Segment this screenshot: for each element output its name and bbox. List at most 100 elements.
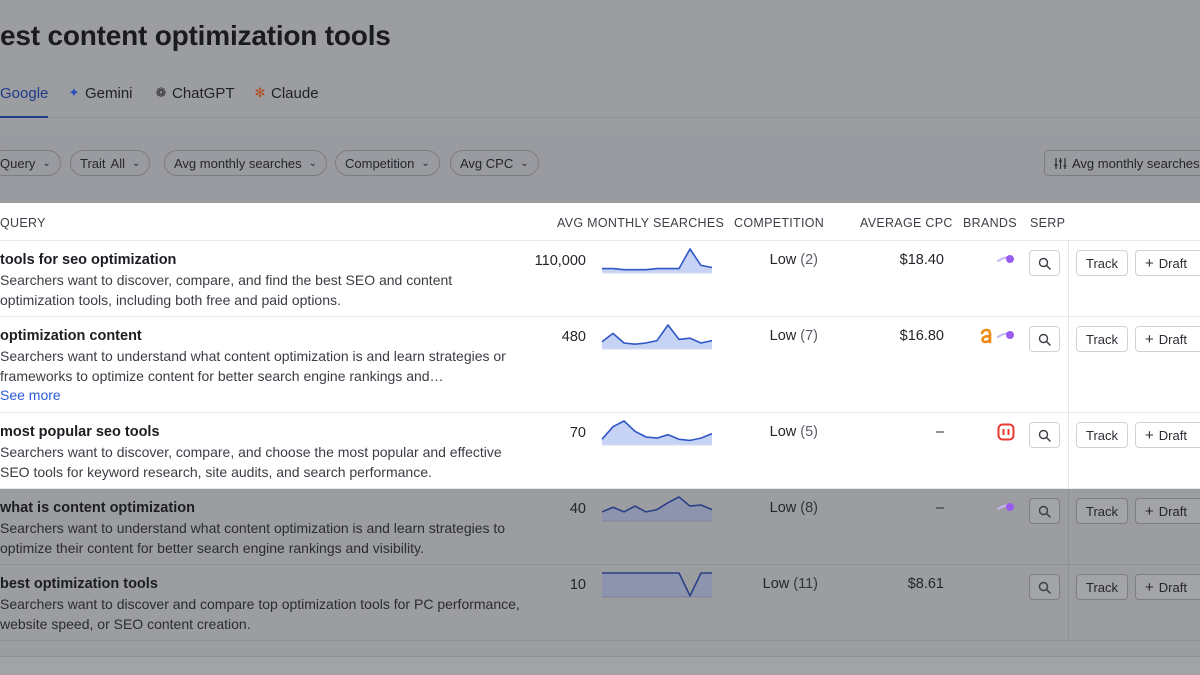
avg-monthly-value: 10 [569,577,586,593]
avg-monthly-value: 70 [569,425,586,441]
track-button[interactable]: Track [1076,574,1128,600]
sparkline-line [601,420,713,442]
query-title[interactable]: most popular seo tools [0,424,160,440]
avg-monthly-filter[interactable]: Avg monthly searches ⌄ [164,150,328,176]
competition-label: Low [769,424,797,440]
competition-filter[interactable]: Competition ⌄ [335,150,440,176]
serp-button[interactable] [1029,498,1060,524]
draft-button[interactable]: + Draft [1135,422,1200,448]
col-competition[interactable]: COMPETITION [734,216,825,230]
plus-icon: + [1145,426,1154,444]
plus-icon: + [1145,330,1154,348]
query-filter-label: Query [0,155,36,171]
search-icon [1038,333,1051,346]
column-divider [1068,489,1069,564]
competition-label: Low [762,576,790,592]
draft-button[interactable]: + Draft [1135,250,1200,276]
col-avg-monthly[interactable]: AVG MONTHLY SEARCHES [557,216,725,230]
claude-asterisk-icon: ✻ [254,85,266,100]
serp-button[interactable] [1029,250,1060,276]
competition-score: (8) [800,500,818,516]
search-icon [1038,505,1051,518]
draft-button[interactable]: + Draft [1135,326,1200,352]
competition-value: Low (11) [763,576,818,592]
sliders-icon [1054,157,1067,169]
chevron-down-icon: ⌄ [308,157,318,169]
page-title: est content optimization tools [0,20,391,51]
draft-button-label: Draft [1158,579,1187,595]
draft-button[interactable]: + Draft [1135,498,1200,524]
column-divider [1068,317,1069,412]
track-button[interactable]: Track [1076,326,1128,352]
serp-button[interactable] [1029,422,1060,448]
sort-button-label: Avg monthly searches [1072,155,1200,171]
table-header: QUERY AVG MONTHLY SEARCHES COMPETITION A… [0,203,1200,241]
see-more-link[interactable]: See more [0,387,61,403]
sparkline-line [602,572,712,597]
avg-cpc-filter-label: Avg CPC [460,155,514,171]
avg-monthly-value: 110,000 [534,253,586,269]
tab-claude[interactable]: ✻ Claude [253,85,319,118]
track-button[interactable]: Track [1076,498,1128,524]
trait-filter-label: Trait [80,155,106,171]
search-icon [1038,429,1051,442]
purple-comet-icon [997,327,1015,345]
cpc-value: $8.61 [907,576,944,592]
query-title[interactable]: tools for seo optimization [0,252,177,268]
sparkline-line [601,324,713,345]
competition-score: (2) [800,252,818,268]
avg-monthly-value: 480 [561,329,586,345]
cpc-value: $18.40 [899,252,944,268]
tab-chatgpt[interactable]: ❁ ChatGPT [154,85,235,118]
draft-button[interactable]: + Draft [1135,574,1200,600]
trait-filter[interactable]: Trait All ⌄ [70,150,151,176]
col-average-cpc[interactable]: AVERAGE CPC [860,216,953,230]
plus-icon: + [1145,254,1154,272]
draft-button-label: Draft [1158,331,1187,347]
filter-bar: Query ⌄ Trait All ⌄ Avg monthly searches… [0,134,1200,200]
track-button[interactable]: Track [1076,250,1128,276]
cpc-value: – [935,424,944,440]
tab-gemini-label: Gemini [85,85,133,102]
competition-label: Low [769,252,797,268]
purple-comet-icon [997,499,1015,517]
query-filter[interactable]: Query ⌄ [0,150,61,176]
competition-score: (5) [800,424,818,440]
avg-cpc-filter[interactable]: Avg CPC ⌄ [450,150,539,176]
col-serp: SERP [1030,216,1066,230]
tab-google[interactable]: Google [0,85,49,118]
col-query[interactable]: QUERY [0,216,46,230]
query-description: Searchers want to discover, compare, and… [0,272,453,308]
serp-button[interactable] [1029,326,1060,352]
trend-sparkline [602,572,712,598]
query-title[interactable]: optimization content [0,328,142,344]
query-description: Searchers want to discover, compare, and… [0,444,502,480]
chatgpt-icon: ❁ [155,85,167,100]
query-title[interactable]: best optimization tools [0,576,158,592]
sparkline-area [602,573,712,597]
sort-button[interactable]: Avg monthly searches [1044,150,1200,176]
table-footer [0,656,1200,675]
draft-button-label: Draft [1158,427,1187,443]
table-row: most popular seo tools Searchers want to… [0,413,1200,489]
query-description: Searchers want to discover and compare t… [0,596,520,632]
track-button[interactable]: Track [1076,422,1128,448]
competition-value: Low (7) [770,328,818,344]
cpc-value: – [935,500,944,516]
sparkline-line [601,496,713,513]
query-description: Searchers want to understand what conten… [0,348,506,384]
tab-gemini[interactable]: ✦ Gemini [67,85,133,118]
competition-value: Low (2) [770,252,818,268]
chevron-down-icon: ⌄ [421,157,430,169]
cpc-value: $16.80 [899,328,944,344]
col-brands: BRANDS [963,216,1017,230]
sparkline-line [602,248,713,271]
chevron-down-icon: ⌄ [42,157,51,169]
query-description: Searchers want to understand what conten… [0,520,506,556]
competition-label: Low [769,328,797,344]
red-bracket-icon [997,423,1015,441]
serp-button[interactable] [1029,574,1060,600]
competition-label: Low [769,500,797,516]
query-title[interactable]: what is content optimization [0,500,195,516]
sparkline-area [602,249,712,273]
